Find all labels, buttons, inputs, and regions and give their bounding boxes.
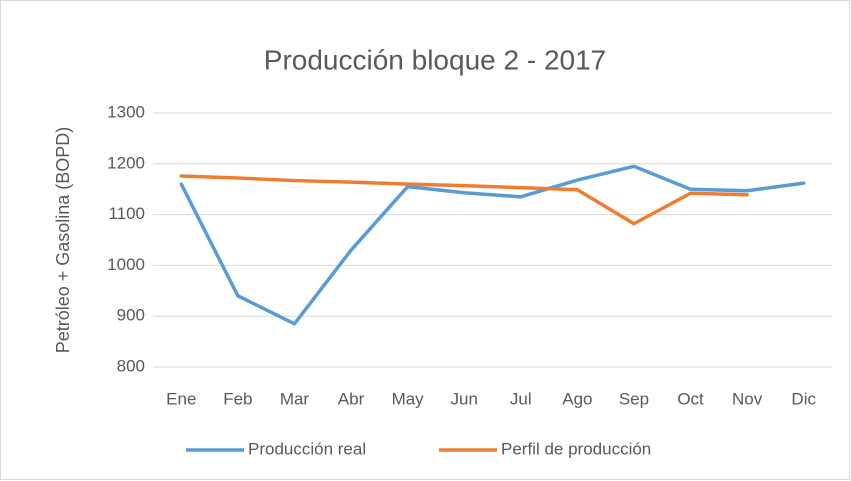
x-tick-label: Oct: [677, 389, 704, 408]
y-tick-label: 800: [117, 356, 145, 375]
x-tick-label: Mar: [280, 389, 310, 408]
y-tick-label: 1100: [108, 204, 145, 223]
x-tick-label: Ene: [166, 389, 196, 408]
x-tick-label: Dic: [791, 389, 816, 408]
chart-title: Producción bloque 2 - 2017: [264, 44, 606, 75]
series-line: [179, 164, 806, 326]
legend-label: Producción real: [248, 439, 366, 458]
x-tick-label: Jun: [450, 389, 477, 408]
x-tick-label: May: [392, 389, 425, 408]
x-tick-label: Nov: [732, 389, 763, 408]
x-tick-label: Jul: [510, 389, 532, 408]
y-tick-label: 1000: [107, 255, 145, 274]
x-tick-label: Abr: [338, 389, 365, 408]
series-line: [179, 174, 749, 226]
x-tick-label: Ago: [562, 389, 592, 408]
y-axis-label: Petróleo + Gasolina (BOPD): [53, 127, 73, 354]
y-tick-label: 1200: [107, 153, 145, 172]
y-tick-label: 1300: [107, 102, 145, 121]
y-tick-label: 900: [117, 306, 145, 325]
x-tick-label: Feb: [223, 389, 252, 408]
x-tick-label: Sep: [619, 389, 649, 408]
legend-label: Perfil de producción: [501, 439, 651, 458]
